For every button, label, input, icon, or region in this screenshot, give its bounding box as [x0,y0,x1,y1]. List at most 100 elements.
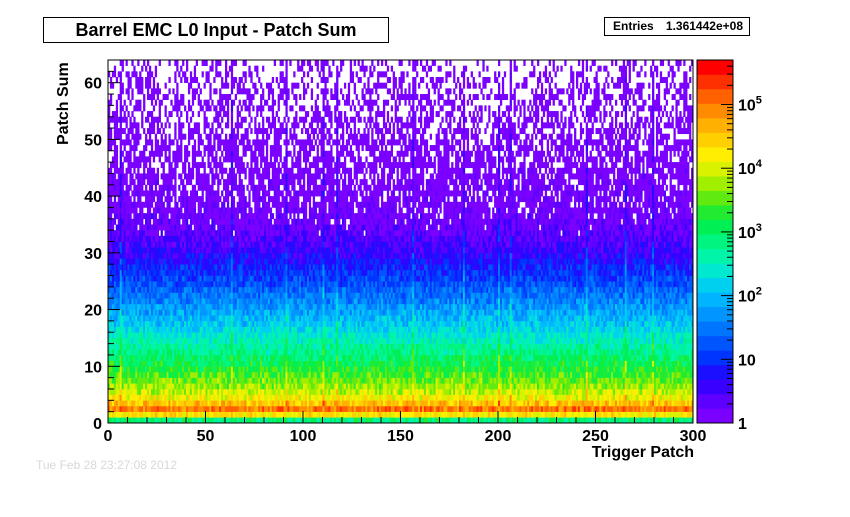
heatmap-cell [133,309,136,316]
heatmap-cell [195,400,198,407]
heatmap-cell [246,241,249,248]
heatmap-cell [275,309,278,316]
heatmap-cell [271,167,275,174]
heatmap-cell [264,184,267,191]
heatmap-cell [281,88,284,95]
heatmap-cell [141,173,144,180]
heatmap-cell [186,201,189,208]
heatmap-cell [145,145,148,152]
heatmap-cell [221,400,224,407]
heatmap-cell [264,252,267,259]
heatmap-cell [152,105,156,112]
heatmap-cell [162,218,165,225]
heatmap-cell [145,156,148,163]
heatmap-cell [148,383,152,390]
heatmap-cell [203,337,206,344]
heatmap-cell [283,405,286,412]
heatmap-cell [260,213,263,220]
heatmap-cell [189,354,193,361]
heatmap-cell [127,298,130,305]
heatmap-cell [221,235,224,242]
heatmap-cell [217,286,220,293]
heatmap-cell [176,269,179,276]
heatmap-cell [148,173,152,180]
heatmap-cell [156,394,159,401]
heatmap-cell [170,343,173,350]
heatmap-cell [283,235,286,242]
heatmap-cell [135,292,138,299]
heatmap-cell [265,394,269,401]
heatmap-cell [178,337,181,344]
heatmap-cell [271,196,275,203]
heatmap-cell [199,99,202,106]
heatmap-cell [115,156,119,163]
heatmap-cell [285,332,288,339]
heatmap-cell [205,400,208,407]
heatmap-cell [267,309,271,316]
heatmap-cell [209,88,212,95]
heatmap-cell [267,82,271,89]
heatmap-cell [236,417,239,424]
heatmap-cell [189,411,193,418]
heatmap-cell [127,213,130,220]
heatmap-cell [273,269,276,276]
heatmap-cell [150,405,154,412]
heatmap-cell [125,315,128,322]
heatmap-cell [232,60,236,66]
heatmap-cell [205,230,208,237]
heatmap-cell [217,281,220,288]
heatmap-cell [162,400,165,407]
heatmap-cell [244,252,247,259]
heatmap-cell [168,394,171,401]
heatmap-cell [150,201,154,208]
heatmap-cell [213,179,216,186]
heatmap-cell [109,337,113,344]
heatmap-cell [197,247,200,254]
heatmap-cell [199,286,202,293]
heatmap-cell [265,292,269,299]
heatmap-cell [219,394,222,401]
heatmap-cell [187,150,191,157]
heatmap-cell [209,275,212,282]
heatmap-cell [281,128,284,135]
heatmap-cell [283,179,286,186]
heatmap-cell [184,275,187,282]
heatmap-cell [265,371,269,378]
heatmap-cell [133,337,136,344]
heatmap-cell [166,213,169,220]
heatmap-cell [277,82,280,89]
heatmap-cell [125,326,128,333]
heatmap-cell [143,349,146,356]
heatmap-cell [234,60,237,66]
heatmap-cell [172,264,175,271]
heatmap-cell [154,383,158,390]
heatmap-cell [189,371,193,378]
heatmap-cell [205,247,208,254]
heatmap-cell [135,224,138,231]
heatmap-cell [129,224,132,231]
heatmap-cell [269,400,273,407]
heatmap-cell [180,292,183,299]
heatmap-cell [174,315,177,322]
heatmap-cell [187,162,191,169]
heatmap-cell [186,213,189,220]
heatmap-cell [176,383,179,390]
heatmap-cell [238,354,241,361]
heatmap-cell [238,173,241,180]
heatmap-cell [180,252,183,259]
heatmap-cell [242,252,245,259]
heatmap-cell [242,394,245,401]
heatmap-cell [162,241,165,248]
heatmap-cell [252,286,255,293]
heatmap-cell [225,394,228,401]
heatmap-cell [283,77,286,83]
heatmap-cell [271,366,275,373]
heatmap-cell [109,82,113,89]
heatmap-cell [225,60,228,66]
heatmap-cell [205,417,208,424]
heatmap-cell [170,252,173,259]
heatmap-cell [129,292,132,299]
heatmap-cell [256,366,259,373]
heatmap-cell [269,298,273,305]
heatmap-cell [127,394,130,401]
